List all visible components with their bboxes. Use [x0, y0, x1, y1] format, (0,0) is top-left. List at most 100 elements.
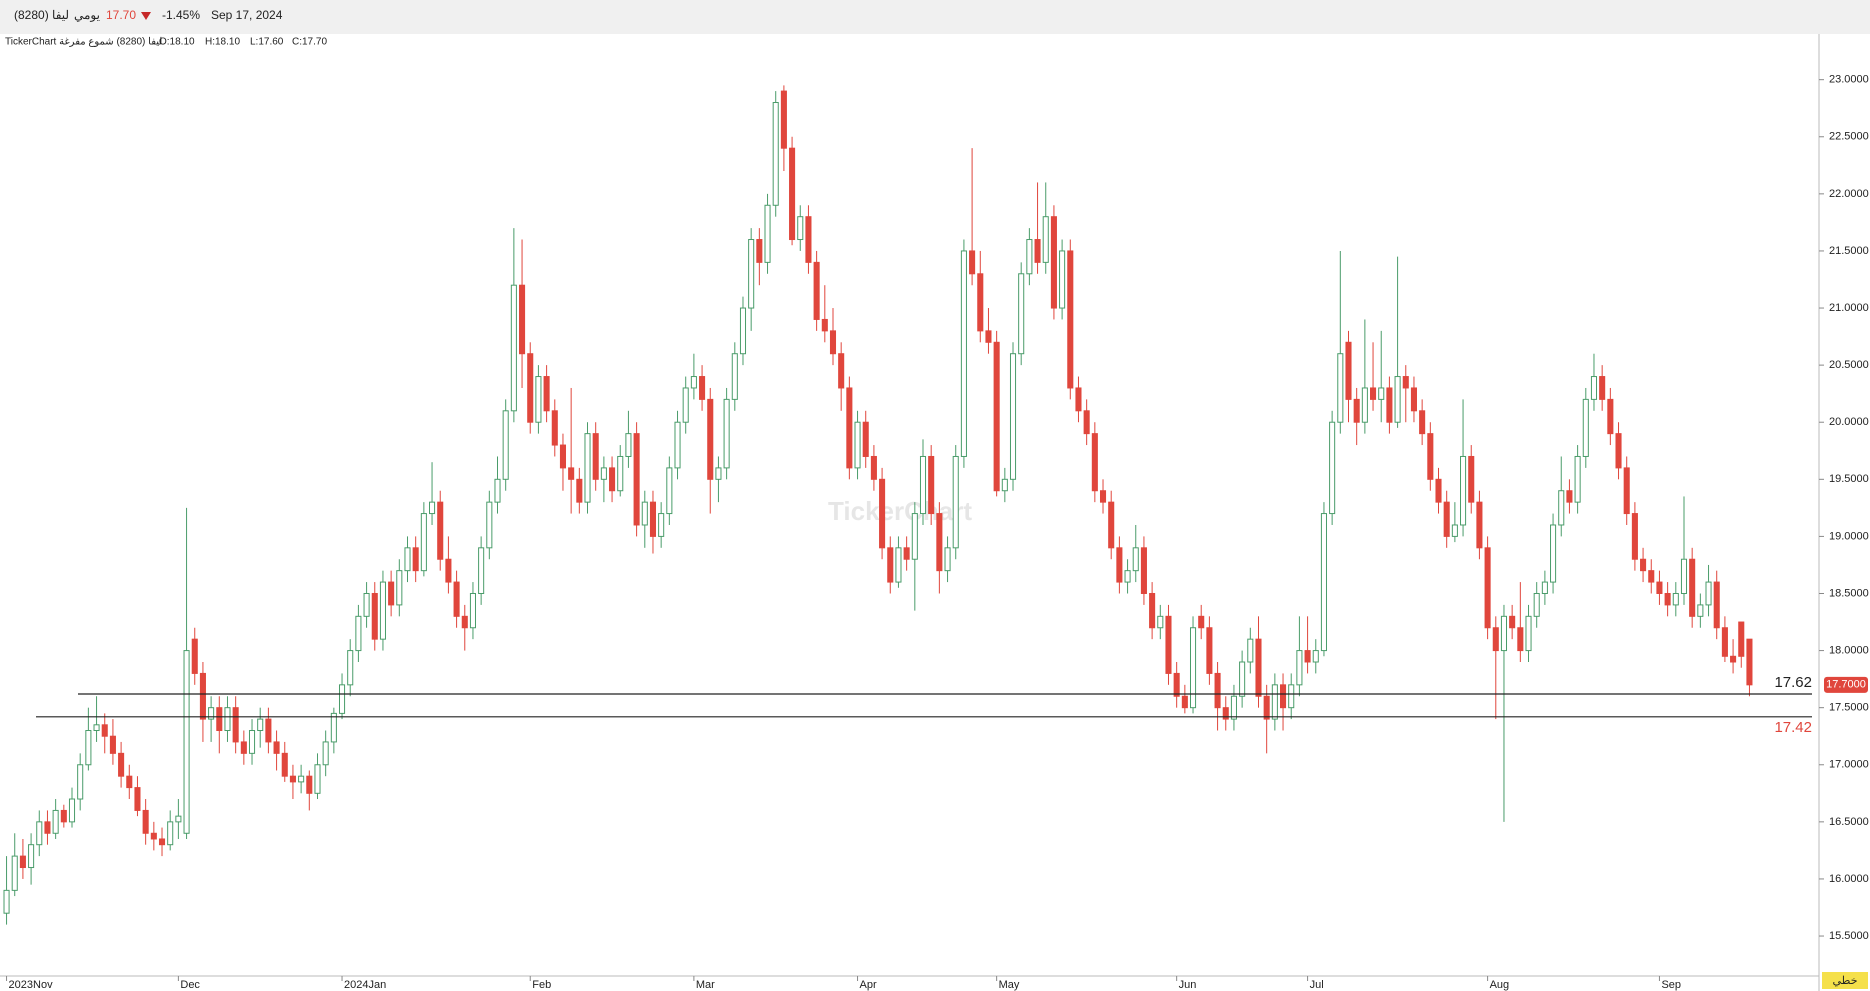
candle-body	[641, 501, 648, 526]
candle-body	[85, 730, 92, 766]
candle-body	[649, 501, 657, 537]
candle-body	[1599, 376, 1606, 400]
x-tick-label: 2023Nov	[9, 979, 54, 991]
candle-body	[118, 752, 125, 777]
candle-body	[813, 261, 820, 320]
candle-body	[1427, 433, 1434, 480]
candle-body	[1746, 638, 1753, 686]
candle-body	[1615, 433, 1622, 469]
candle-body	[797, 216, 804, 241]
candle-body	[1108, 501, 1115, 549]
candle-body	[748, 239, 755, 309]
candle-body	[355, 615, 362, 652]
candle-body	[764, 204, 771, 263]
candle-body	[44, 821, 51, 834]
candle-body	[682, 387, 689, 423]
candle-body	[36, 821, 43, 846]
candle-body	[77, 764, 84, 800]
candle-body	[1525, 615, 1532, 652]
candle-body	[1500, 615, 1508, 652]
candle-body	[969, 250, 976, 275]
candle-body	[789, 147, 796, 241]
candle-body	[519, 284, 526, 355]
candle-body	[805, 216, 812, 263]
candle-body	[167, 821, 174, 846]
candle-body	[1181, 695, 1188, 709]
candle-body	[1189, 627, 1197, 709]
legend-close: C:17.70	[292, 37, 327, 48]
candle-body	[1509, 615, 1516, 629]
period: يومي	[74, 8, 100, 22]
y-tick-label: 18.5000	[1829, 587, 1869, 599]
y-tick-label: 17.5000	[1829, 702, 1869, 714]
candle-body	[240, 741, 247, 754]
y-tick-label: 17.0000	[1829, 759, 1869, 771]
candle-body	[1492, 627, 1499, 652]
candle-body	[1648, 570, 1655, 583]
horizontal-line-label: 17.42	[1774, 719, 1812, 736]
y-tick-label: 22.0000	[1829, 188, 1869, 200]
candle-body	[1271, 684, 1278, 720]
candle-body	[469, 592, 476, 629]
candle-body	[592, 433, 599, 480]
candle-body	[1476, 501, 1483, 549]
candle-body	[633, 433, 640, 526]
candle-body	[60, 809, 67, 823]
candle-body	[780, 90, 787, 149]
legend-low: L:17.60	[250, 37, 284, 48]
candle-body	[109, 735, 116, 754]
candle-body	[707, 398, 714, 480]
candle-body	[314, 764, 321, 794]
candle-body	[985, 330, 992, 343]
y-tick-label: 21.5000	[1829, 245, 1869, 257]
candle-body	[1034, 239, 1041, 263]
candle-body	[1320, 513, 1327, 652]
candle-body	[175, 815, 182, 823]
candle-body	[1623, 467, 1630, 515]
candle-body	[1075, 387, 1082, 412]
candle-body	[1304, 650, 1311, 663]
candle-body	[625, 433, 632, 457]
candle-body	[158, 838, 166, 846]
candle-body	[461, 615, 468, 629]
candle-body	[739, 307, 747, 355]
candle-body	[1116, 547, 1123, 583]
candle-body	[1394, 376, 1401, 423]
candle-body	[371, 592, 378, 640]
candle-body	[1484, 547, 1491, 629]
candle-body	[191, 638, 198, 674]
candle-body	[535, 376, 542, 423]
candle-body	[216, 707, 223, 732]
candle-body	[1697, 604, 1704, 617]
candle-body	[1296, 650, 1303, 686]
candle-body	[1173, 672, 1180, 697]
candle-body	[150, 832, 157, 840]
candle-body	[870, 455, 877, 480]
candle-body	[208, 707, 215, 720]
candle-body	[1640, 558, 1647, 572]
legend-source: TickerChart ليفا (8280) شموع مفرغة	[5, 37, 162, 48]
candle-body	[478, 547, 485, 594]
candle-body	[944, 547, 951, 572]
candle-body	[1664, 592, 1671, 606]
chart-style-button[interactable]	[1822, 972, 1868, 989]
x-tick-label: Sep	[1661, 979, 1681, 991]
chart-style[interactable]: خطي	[1833, 975, 1858, 987]
candle-body	[952, 455, 959, 549]
candle-body	[911, 513, 918, 560]
candle-body	[887, 547, 894, 583]
candle-body	[322, 741, 329, 766]
candle-body	[379, 581, 386, 640]
candle-body	[1099, 490, 1107, 503]
legend-open: O:18.10	[159, 37, 195, 48]
candle-body	[666, 467, 673, 515]
candle-body	[1280, 684, 1287, 709]
x-tick-label: May	[999, 979, 1020, 991]
candle-body	[1378, 387, 1385, 400]
candle-body	[1026, 239, 1033, 275]
candle-body	[1059, 250, 1066, 309]
y-tick-label: 22.5000	[1829, 131, 1869, 143]
candle-body	[617, 455, 624, 492]
candle-body	[486, 501, 493, 549]
